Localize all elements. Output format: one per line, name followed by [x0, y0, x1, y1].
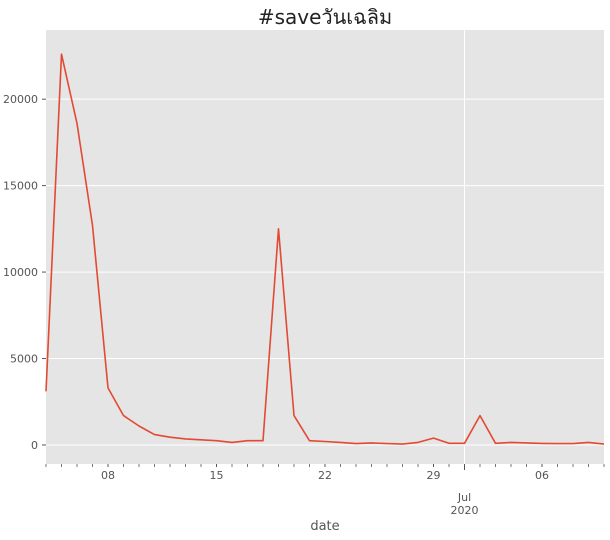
x-tick-label: 08: [101, 469, 115, 482]
plot-background: [46, 30, 604, 464]
y-tick-label: 15000: [3, 180, 38, 193]
chart-title: #saveวันเฉลิม: [258, 5, 392, 29]
y-tick-label: 5000: [10, 353, 38, 366]
x-axis-label: date: [310, 519, 339, 534]
x-tick-label: Jul: [457, 491, 471, 504]
x-tick-label: 06: [535, 469, 549, 482]
y-tick-label: 0: [31, 439, 38, 452]
y-tick-label: 10000: [3, 266, 38, 279]
series-line: [45, 53, 605, 445]
x-tick-sublabel: 2020: [451, 504, 479, 517]
y-tick-label: 20000: [3, 93, 38, 106]
grid-lines: [46, 30, 604, 464]
x-tick-label: 29: [427, 469, 441, 482]
series-layer: [45, 53, 605, 445]
x-tick-label: 15: [210, 469, 224, 482]
x-tick-label: 22: [318, 469, 332, 482]
